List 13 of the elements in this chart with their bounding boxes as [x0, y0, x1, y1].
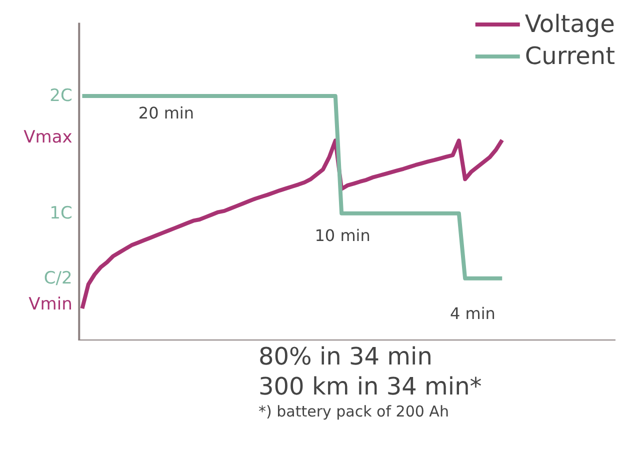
- annotation: 10 min: [314, 226, 370, 245]
- annotation: 4 min: [450, 304, 496, 324]
- text: C/2: [44, 268, 72, 288]
- text: 1C: [50, 203, 72, 224]
- text: Vmax: [24, 128, 72, 148]
- text: 300 km in 34 min*: [258, 372, 482, 400]
- legend-label: Current: [524, 42, 615, 70]
- legend-label: Voltage: [524, 10, 615, 38]
- text: Vmin: [28, 294, 72, 314]
- text: 80% in 34 min: [258, 342, 432, 370]
- text: 2C: [50, 86, 72, 106]
- text: *) battery pack of 200 Ah: [258, 402, 449, 420]
- annotation: 20 min: [138, 104, 194, 123]
